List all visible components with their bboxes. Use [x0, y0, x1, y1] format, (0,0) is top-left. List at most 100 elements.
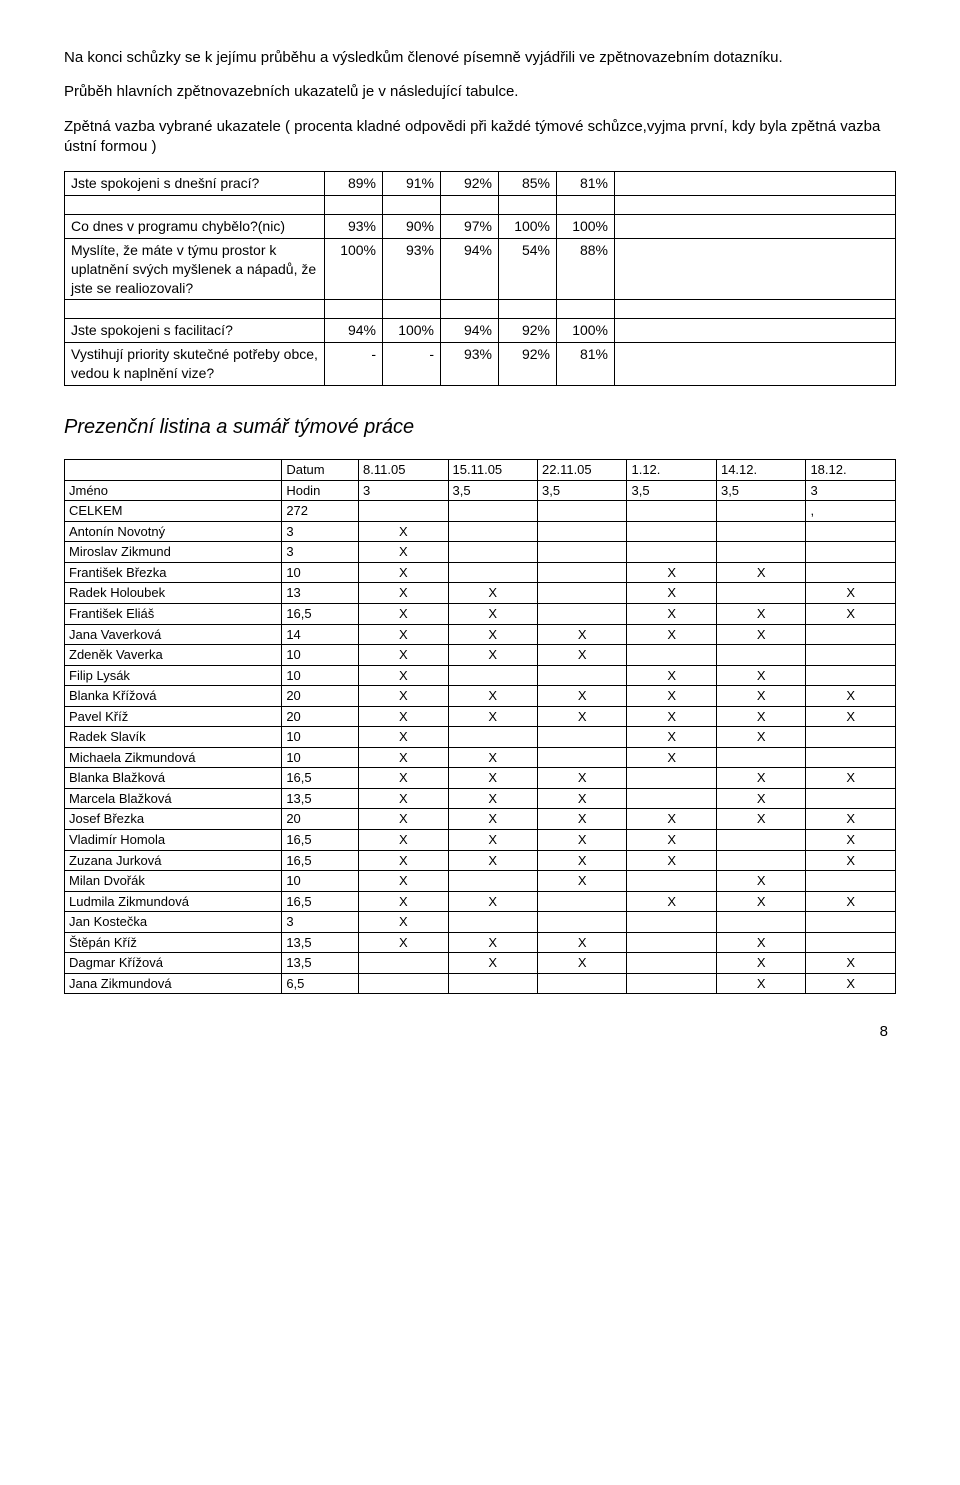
attendance-mark — [538, 603, 627, 624]
attendance-cell: Hodin — [282, 480, 359, 501]
feedback-value: - — [383, 343, 441, 386]
attendance-mark — [806, 727, 896, 748]
feedback-row-label: Co dnes v programu chybělo?(nic) — [65, 214, 325, 238]
attendance-hours: 13,5 — [282, 788, 359, 809]
attendance-hours: 14 — [282, 624, 359, 645]
feedback-value: 89% — [325, 172, 383, 196]
attendance-mark: X — [538, 706, 627, 727]
attendance-mark — [359, 953, 448, 974]
attendance-mark: X — [806, 706, 896, 727]
attendance-name: Filip Lysák — [65, 665, 282, 686]
feedback-value: 85% — [499, 172, 557, 196]
attendance-name: Blanka Křížová — [65, 686, 282, 707]
attendance-mark — [806, 521, 896, 542]
attendance-mark: X — [359, 665, 448, 686]
attendance-name: František Březka — [65, 562, 282, 583]
attendance-mark: X — [538, 768, 627, 789]
attendance-mark: X — [448, 953, 537, 974]
attendance-cell — [627, 501, 716, 522]
attendance-mark: X — [359, 932, 448, 953]
feedback-value: 94% — [325, 319, 383, 343]
attendance-mark: X — [716, 953, 805, 974]
feedback-value: 93% — [325, 214, 383, 238]
attendance-cell: Datum — [282, 460, 359, 481]
attendance-name: Michaela Zikmundová — [65, 747, 282, 768]
attendance-hours: 10 — [282, 747, 359, 768]
attendance-hours: 16,5 — [282, 850, 359, 871]
attendance-mark — [538, 562, 627, 583]
attendance-cell: 272 — [282, 501, 359, 522]
attendance-mark: X — [716, 665, 805, 686]
attendance-mark: X — [716, 603, 805, 624]
attendance-mark: X — [538, 645, 627, 666]
attendance-hours: 3 — [282, 542, 359, 563]
attendance-name: Marcela Blažková — [65, 788, 282, 809]
attendance-mark: X — [448, 850, 537, 871]
attendance-table: Datum8.11.0515.11.0522.11.051.12.14.12.1… — [64, 459, 896, 994]
attendance-cell: , — [806, 501, 896, 522]
attendance-cell: 3 — [359, 480, 448, 501]
section-heading: Prezenční listina a sumář týmové práce — [64, 414, 896, 441]
feedback-row-label: Jste spokojeni s dnešní prací? — [65, 172, 325, 196]
attendance-cell: 3,5 — [448, 480, 537, 501]
feedback-value: 92% — [499, 319, 557, 343]
attendance-mark: X — [627, 665, 716, 686]
feedback-value: 100% — [325, 238, 383, 300]
attendance-mark: X — [448, 932, 537, 953]
attendance-name: Antonín Novotný — [65, 521, 282, 542]
attendance-mark — [806, 542, 896, 563]
attendance-mark — [806, 645, 896, 666]
attendance-mark — [627, 542, 716, 563]
attendance-mark: X — [359, 727, 448, 748]
attendance-cell: 18.12. — [806, 460, 896, 481]
attendance-cell: 14.12. — [716, 460, 805, 481]
attendance-mark — [627, 645, 716, 666]
attendance-mark: X — [716, 932, 805, 953]
attendance-mark: X — [359, 686, 448, 707]
attendance-mark: X — [806, 953, 896, 974]
feedback-value: 97% — [441, 214, 499, 238]
attendance-mark: X — [627, 603, 716, 624]
attendance-mark — [627, 788, 716, 809]
attendance-mark — [806, 624, 896, 645]
attendance-mark: X — [627, 747, 716, 768]
attendance-hours: 16,5 — [282, 891, 359, 912]
attendance-mark: X — [448, 768, 537, 789]
attendance-mark — [538, 747, 627, 768]
attendance-mark: X — [716, 809, 805, 830]
attendance-name: Pavel Kříž — [65, 706, 282, 727]
attendance-hours: 10 — [282, 727, 359, 748]
attendance-mark — [627, 953, 716, 974]
attendance-mark: X — [359, 850, 448, 871]
attendance-name: Miroslav Zikmund — [65, 542, 282, 563]
attendance-mark — [627, 871, 716, 892]
attendance-mark: X — [627, 624, 716, 645]
attendance-mark — [806, 665, 896, 686]
attendance-mark: X — [627, 562, 716, 583]
attendance-mark: X — [806, 583, 896, 604]
attendance-cell: 3 — [806, 480, 896, 501]
attendance-mark — [806, 932, 896, 953]
attendance-name: Josef Březka — [65, 809, 282, 830]
attendance-mark: X — [359, 603, 448, 624]
attendance-mark — [627, 973, 716, 994]
attendance-mark: X — [627, 727, 716, 748]
attendance-hours: 13,5 — [282, 953, 359, 974]
attendance-mark: X — [538, 624, 627, 645]
attendance-mark — [627, 932, 716, 953]
attendance-mark: X — [448, 829, 537, 850]
attendance-hours: 16,5 — [282, 829, 359, 850]
attendance-mark — [716, 542, 805, 563]
attendance-mark — [538, 665, 627, 686]
attendance-mark — [538, 521, 627, 542]
attendance-mark: X — [359, 891, 448, 912]
intro-p2: Průběh hlavních zpětnovazebních ukazatel… — [64, 82, 896, 102]
attendance-cell: Jméno — [65, 480, 282, 501]
attendance-mark — [448, 973, 537, 994]
attendance-hours: 16,5 — [282, 603, 359, 624]
attendance-name: Jana Zikmundová — [65, 973, 282, 994]
attendance-mark: X — [627, 706, 716, 727]
attendance-name: Jan Kostečka — [65, 912, 282, 933]
attendance-mark: X — [359, 871, 448, 892]
attendance-cell — [448, 501, 537, 522]
